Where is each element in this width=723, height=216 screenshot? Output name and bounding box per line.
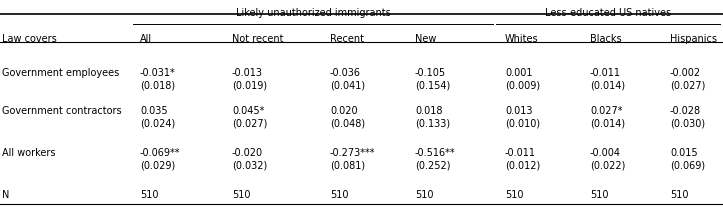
- Text: -0.020: -0.020: [232, 148, 263, 158]
- Text: Blacks: Blacks: [590, 34, 622, 44]
- Text: All: All: [140, 34, 152, 44]
- Text: 0.035: 0.035: [140, 106, 168, 116]
- Text: -0.002: -0.002: [670, 68, 701, 78]
- Text: 510: 510: [232, 190, 250, 200]
- Text: (0.032): (0.032): [232, 160, 268, 170]
- Text: (0.133): (0.133): [415, 118, 450, 128]
- Text: -0.069**: -0.069**: [140, 148, 181, 158]
- Text: Recent: Recent: [330, 34, 364, 44]
- Text: (0.029): (0.029): [140, 160, 175, 170]
- Text: 510: 510: [505, 190, 523, 200]
- Text: (0.252): (0.252): [415, 160, 450, 170]
- Text: (0.027): (0.027): [670, 80, 706, 90]
- Text: (0.012): (0.012): [505, 160, 540, 170]
- Text: Not recent: Not recent: [232, 34, 283, 44]
- Text: (0.014): (0.014): [590, 118, 625, 128]
- Text: -0.031*: -0.031*: [140, 68, 176, 78]
- Text: -0.105: -0.105: [415, 68, 446, 78]
- Text: (0.019): (0.019): [232, 80, 267, 90]
- Text: Hispanics: Hispanics: [670, 34, 717, 44]
- Text: Government employees: Government employees: [2, 68, 119, 78]
- Text: 0.001: 0.001: [505, 68, 533, 78]
- Text: 510: 510: [670, 190, 688, 200]
- Text: -0.516**: -0.516**: [415, 148, 455, 158]
- Text: (0.030): (0.030): [670, 118, 705, 128]
- Text: -0.011: -0.011: [590, 68, 621, 78]
- Text: 0.027*: 0.027*: [590, 106, 623, 116]
- Text: -0.013: -0.013: [232, 68, 263, 78]
- Text: 0.020: 0.020: [330, 106, 358, 116]
- Text: Whites: Whites: [505, 34, 539, 44]
- Text: 510: 510: [330, 190, 348, 200]
- Text: (0.010): (0.010): [505, 118, 540, 128]
- Text: (0.024): (0.024): [140, 118, 175, 128]
- Text: 510: 510: [415, 190, 434, 200]
- Text: (0.048): (0.048): [330, 118, 365, 128]
- Text: (0.027): (0.027): [232, 118, 268, 128]
- Text: Government contractors: Government contractors: [2, 106, 121, 116]
- Text: 0.013: 0.013: [505, 106, 533, 116]
- Text: (0.081): (0.081): [330, 160, 365, 170]
- Text: -0.011: -0.011: [505, 148, 536, 158]
- Text: Less-educated US natives: Less-educated US natives: [545, 8, 671, 18]
- Text: All workers: All workers: [2, 148, 56, 158]
- Text: 510: 510: [140, 190, 158, 200]
- Text: N: N: [2, 190, 9, 200]
- Text: (0.069): (0.069): [670, 160, 705, 170]
- Text: 0.018: 0.018: [415, 106, 442, 116]
- Text: -0.004: -0.004: [590, 148, 621, 158]
- Text: -0.036: -0.036: [330, 68, 361, 78]
- Text: (0.154): (0.154): [415, 80, 450, 90]
- Text: (0.018): (0.018): [140, 80, 175, 90]
- Text: (0.014): (0.014): [590, 80, 625, 90]
- Text: 0.045*: 0.045*: [232, 106, 265, 116]
- Text: Likely unauthorized immigrants: Likely unauthorized immigrants: [236, 8, 390, 18]
- Text: Law covers: Law covers: [2, 34, 56, 44]
- Text: New: New: [415, 34, 437, 44]
- Text: -0.273***: -0.273***: [330, 148, 375, 158]
- Text: 0.015: 0.015: [670, 148, 698, 158]
- Text: 510: 510: [590, 190, 609, 200]
- Text: -0.028: -0.028: [670, 106, 701, 116]
- Text: (0.009): (0.009): [505, 80, 540, 90]
- Text: (0.041): (0.041): [330, 80, 365, 90]
- Text: (0.022): (0.022): [590, 160, 625, 170]
